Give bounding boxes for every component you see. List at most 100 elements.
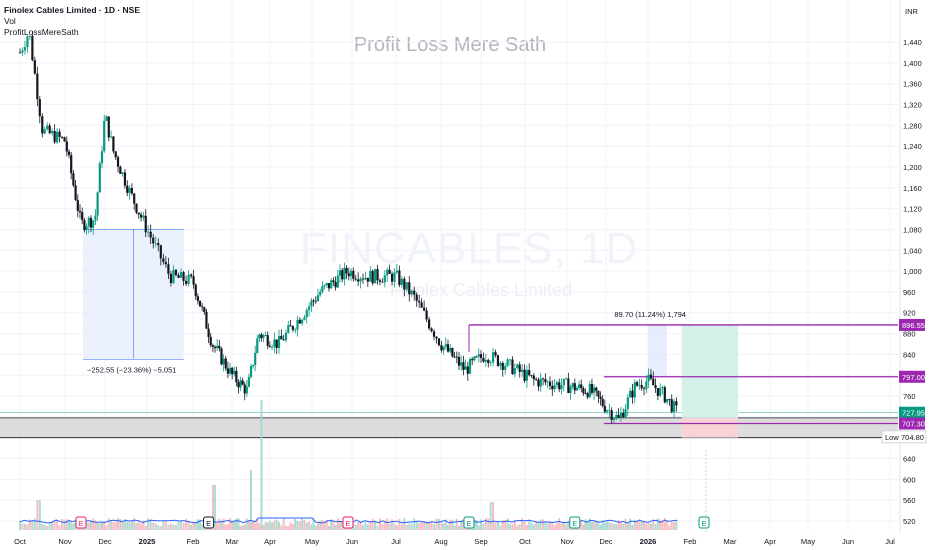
earnings-marker-box	[698, 516, 710, 529]
candle-body	[264, 335, 267, 336]
price-tick-label: 1,400	[903, 59, 922, 68]
candle-body	[222, 358, 225, 365]
candle-body	[670, 399, 673, 412]
volume-bar	[103, 521, 106, 530]
volume-bar	[551, 521, 554, 530]
candle-body	[224, 358, 227, 369]
volume-bar	[258, 523, 261, 530]
indicator-legend[interactable]: ProfitLossMereSath	[4, 27, 79, 37]
volume-bar	[666, 521, 669, 530]
volume-bar	[224, 524, 227, 530]
volume-bar	[162, 520, 165, 530]
candle-body	[371, 270, 374, 284]
measure-up-box	[648, 324, 667, 377]
volume-bar	[647, 523, 650, 530]
candle-body	[167, 264, 170, 274]
measure-down-label: −252.55 (−23.36%) −5,051	[87, 366, 176, 375]
volume-bar	[56, 519, 59, 530]
candle-body	[128, 187, 131, 193]
volume-bar	[511, 524, 514, 530]
candle-body	[43, 129, 46, 134]
volume-bar	[362, 525, 364, 530]
volume-bar	[580, 519, 583, 530]
volume-bar	[410, 523, 413, 530]
earnings-marker: E	[463, 516, 475, 529]
volume-bar	[499, 525, 502, 530]
candle-body	[432, 331, 436, 337]
volume-bar	[112, 522, 115, 530]
candle-body	[675, 401, 678, 406]
volume-bar	[323, 522, 326, 530]
volume-bar	[58, 525, 61, 530]
price-tick-label: 1,280	[903, 121, 922, 130]
candle-body	[179, 272, 183, 278]
volume-bar	[408, 523, 411, 530]
watermark-symbol: FINCABLES, 1D	[300, 224, 639, 273]
candle-body	[551, 386, 554, 390]
candle-body	[565, 378, 568, 380]
low-badge-value: 704.80	[901, 433, 924, 442]
volume-bar	[92, 518, 95, 530]
volume-bar	[509, 524, 512, 530]
volume-bar	[516, 525, 519, 530]
candle-body	[107, 116, 110, 138]
candle-body	[376, 269, 379, 281]
time-tick-label: Oct	[14, 537, 27, 546]
candle-body	[130, 187, 133, 194]
volume-bar	[386, 518, 389, 530]
candle-body	[349, 270, 353, 277]
candle-body	[316, 295, 320, 301]
candle-body	[457, 356, 461, 366]
candle-body	[575, 388, 579, 391]
candle-body	[96, 192, 99, 216]
candle-body	[446, 344, 450, 352]
candle-body	[85, 226, 88, 230]
volume-bar	[584, 519, 587, 530]
candle-body	[338, 270, 342, 276]
candle-body	[298, 319, 301, 324]
volume-bar	[289, 522, 292, 530]
candle-body	[103, 120, 106, 152]
volume-bar	[558, 518, 561, 530]
candle-body	[595, 387, 598, 391]
candle-body	[654, 385, 657, 389]
candle-body	[451, 347, 454, 357]
candle-body	[301, 319, 304, 324]
candle-body	[321, 286, 324, 292]
candle-body	[114, 151, 117, 158]
time-tick-label: Nov	[560, 537, 574, 546]
watermark-title: Profit Loss Mere Sath	[353, 34, 547, 56]
candle-body	[142, 215, 145, 218]
volume-bar	[53, 520, 56, 530]
candle-body	[638, 385, 641, 386]
candle-body	[192, 276, 195, 285]
volume-bar	[140, 523, 143, 530]
volume-bar	[291, 523, 294, 530]
volume-bar	[460, 519, 463, 530]
price-tick-label: 520	[903, 517, 916, 526]
volume-bar	[36, 500, 39, 530]
candle-body	[233, 370, 236, 375]
volume-bar	[218, 518, 221, 530]
volume-bar	[675, 520, 678, 530]
volume-bar	[601, 519, 604, 530]
volume-bar	[562, 521, 565, 530]
time-tick-label: May	[305, 537, 319, 546]
candle-body	[548, 381, 552, 387]
volume-bar	[266, 522, 269, 530]
candle-body	[74, 185, 77, 200]
volume-bar	[110, 520, 113, 530]
volume-bar	[117, 518, 120, 530]
symbol-title[interactable]: Finolex Cables Limited · 1D · NSE	[4, 5, 141, 15]
candle-body	[70, 155, 73, 174]
volume-bar	[629, 518, 632, 530]
price-badge: Low 704.80	[881, 430, 927, 444]
candle-body	[196, 296, 199, 301]
candle-body	[668, 398, 671, 400]
volume-legend[interactable]: Vol	[4, 16, 16, 26]
volume-bar	[670, 521, 673, 530]
candle-body	[343, 267, 346, 280]
candle-body	[395, 270, 398, 273]
candle-body	[449, 347, 452, 352]
